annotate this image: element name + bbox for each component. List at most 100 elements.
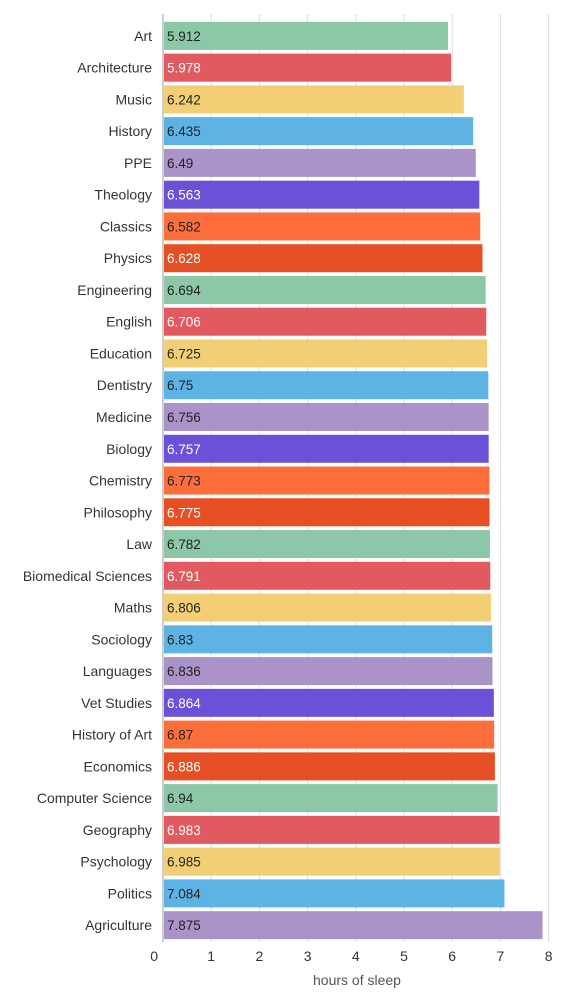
bar xyxy=(164,847,500,876)
bar xyxy=(164,752,495,781)
category-label: Languages xyxy=(83,663,152,679)
value-label: 6.706 xyxy=(167,315,201,330)
value-label: 6.242 xyxy=(167,92,201,107)
category-label: Dentistry xyxy=(97,377,152,393)
bar xyxy=(164,371,489,400)
bar xyxy=(164,657,493,686)
value-label: 6.75 xyxy=(167,378,193,393)
category-label: PPE xyxy=(124,155,152,171)
x-tick-label: 1 xyxy=(207,948,215,964)
category-label: Physics xyxy=(104,250,152,266)
value-label: 7.084 xyxy=(167,886,201,901)
x-tick-label: 6 xyxy=(448,948,456,964)
bar xyxy=(164,117,474,146)
bar xyxy=(164,688,494,717)
value-label: 6.983 xyxy=(167,823,201,838)
value-label: 6.775 xyxy=(167,505,201,520)
category-label: Geography xyxy=(83,822,152,838)
bar xyxy=(164,530,490,559)
bar xyxy=(164,53,452,82)
bar xyxy=(164,275,486,304)
value-label: 6.725 xyxy=(167,346,201,361)
category-label: Biology xyxy=(106,441,152,457)
category-label: Biomedical Sciences xyxy=(23,568,152,584)
category-label: Classics xyxy=(100,218,152,234)
value-label: 6.757 xyxy=(167,442,201,457)
value-label: 6.782 xyxy=(167,537,201,552)
x-tick-label: 2 xyxy=(256,948,264,964)
category-label: Architecture xyxy=(77,60,152,76)
value-label: 6.985 xyxy=(167,855,201,870)
bars xyxy=(164,21,543,940)
bar xyxy=(164,244,483,273)
x-tick-labels: 0 1 2 3 4 5 6 7 8 xyxy=(150,948,552,964)
category-label: Computer Science xyxy=(37,790,152,806)
bar xyxy=(164,403,489,431)
category-label: Music xyxy=(115,91,152,107)
bar xyxy=(164,720,495,749)
value-label: 6.864 xyxy=(167,696,201,711)
value-label: 6.791 xyxy=(167,569,201,584)
category-label: Sociology xyxy=(91,631,152,647)
value-label: 6.628 xyxy=(167,251,201,266)
value-label: 6.806 xyxy=(167,601,201,616)
category-label: Chemistry xyxy=(89,473,152,489)
bar xyxy=(164,85,464,114)
x-tick-label: 5 xyxy=(400,948,408,964)
bar xyxy=(164,339,488,368)
value-label: 5.978 xyxy=(167,61,201,76)
value-label: 6.582 xyxy=(167,219,201,234)
bar xyxy=(164,784,498,813)
bar xyxy=(164,212,481,241)
category-label: Engineering xyxy=(77,282,152,298)
category-label: Philosophy xyxy=(84,504,153,520)
value-label: 6.83 xyxy=(167,632,193,647)
bar xyxy=(164,466,490,495)
category-label: Agriculture xyxy=(85,917,152,933)
bar xyxy=(164,561,491,590)
category-label: History of Art xyxy=(72,727,152,743)
value-labels: 5.912 5.978 6.242 6.435 6.49 6.563 6.582 6.628 6… xyxy=(167,29,201,933)
category-label: Law xyxy=(126,536,153,552)
category-labels: Art Architecture Music History PPE Theology Cl… xyxy=(23,28,153,933)
bar xyxy=(164,625,493,654)
value-label: 6.773 xyxy=(167,474,201,489)
value-label: 6.49 xyxy=(167,156,193,171)
category-label: Vet Studies xyxy=(81,695,152,711)
bar xyxy=(164,911,543,940)
value-label: 5.912 xyxy=(167,29,201,44)
bar xyxy=(164,815,500,844)
bar xyxy=(164,434,489,463)
bar xyxy=(164,21,448,50)
x-axis-label: hours of sleep xyxy=(313,972,401,988)
x-tick-label: 4 xyxy=(352,948,360,964)
x-tick-label: 7 xyxy=(497,948,505,964)
x-tick-label: 3 xyxy=(304,948,312,964)
bar xyxy=(164,593,492,622)
bar xyxy=(164,879,505,908)
value-label: 6.435 xyxy=(167,124,201,139)
category-label: Art xyxy=(134,28,152,44)
value-label: 6.886 xyxy=(167,759,201,774)
value-label: 7.875 xyxy=(167,918,201,933)
category-label: Psychology xyxy=(80,854,152,870)
category-label: History xyxy=(108,123,152,139)
bar xyxy=(164,307,487,336)
value-label: 6.94 xyxy=(167,791,194,806)
category-label: Economics xyxy=(84,758,152,774)
value-label: 6.756 xyxy=(167,410,201,425)
category-label: Education xyxy=(90,345,152,361)
category-label: Theology xyxy=(94,187,152,203)
category-label: Politics xyxy=(108,885,152,901)
x-tick-label: 0 xyxy=(150,948,158,964)
category-label: Maths xyxy=(114,600,152,616)
bar xyxy=(164,148,476,177)
bar xyxy=(164,498,490,527)
bar xyxy=(164,180,480,209)
value-label: 6.836 xyxy=(167,664,201,679)
value-label: 6.694 xyxy=(167,283,201,298)
category-label: English xyxy=(106,314,152,330)
value-label: 6.87 xyxy=(167,728,193,743)
category-label: Medicine xyxy=(96,409,152,425)
